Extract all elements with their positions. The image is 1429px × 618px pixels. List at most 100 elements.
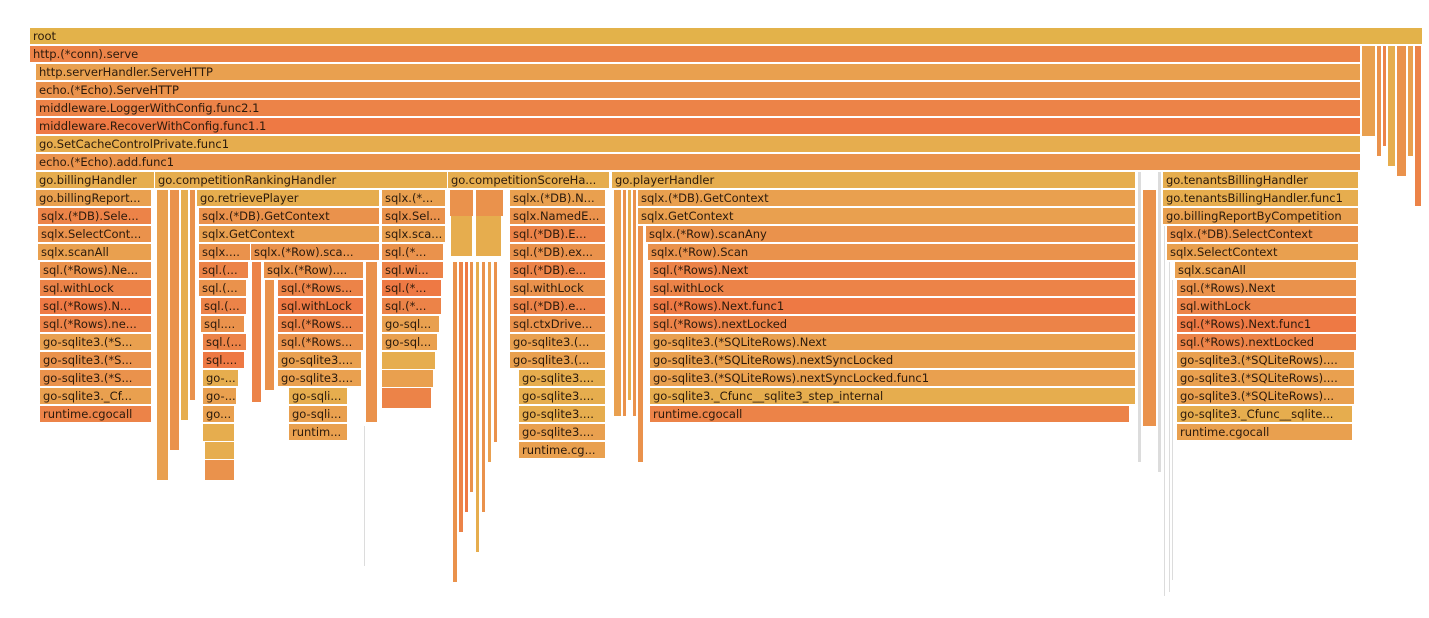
frame-player-row-scan-any[interactable]: sqlx.(*Row).scanAny [646,226,1136,243]
frame-player-sqlite-next-sync[interactable]: go-sqlite3.(*SQLiteRows).nextSyncLocked [650,352,1136,369]
frame-ranking-sql-a3[interactable]: sql.(... [199,280,247,297]
frame-ranking-rows-b2[interactable]: sql.(*Rows... [278,316,364,333]
frame-player-rows-next-func[interactable]: sql.(*Rows).Next.func1 [650,298,1136,315]
frame-ranking-sql-c6[interactable]: sql.(*... [382,280,442,297]
frame-billing-report[interactable]: go.billingReport... [36,190,152,207]
frame-tenants-sqlite-1[interactable]: go-sqlite3.(*SQLiteRows).... [1177,352,1355,369]
frame-score-db-ex[interactable]: sql.(*DB).ex... [510,244,606,261]
frame-ranking-gosql-c8[interactable]: go-sql... [382,316,440,333]
frame-ranking-sqlx-c1[interactable]: sqlx.(*... [382,190,446,207]
frame-player-sqlite-next[interactable]: go-sqlite3.(*SQLiteRows).Next [650,334,1136,351]
frame-tenants-select-context[interactable]: sqlx.SelectContext [1167,244,1359,261]
frame-score-db-e[interactable]: sql.(*DB).E... [510,226,606,243]
frame-score-ctx-driver[interactable]: sql.ctxDrive... [510,316,606,333]
frame-score-with-lock[interactable]: sql.withLock [510,280,606,297]
frame-player-with-lock[interactable]: sql.withLock [650,280,1136,297]
frame-ranking-get-context[interactable]: sqlx.GetContext [199,226,380,243]
frame-billing-select-context[interactable]: sqlx.SelectCont... [38,226,152,243]
frame-ranking-sql-a2[interactable]: sql.(... [199,262,249,279]
frame-ranking-handler[interactable]: go.competitionRankingHandler [155,172,448,189]
frame-billing-sqlite-1[interactable]: go-sqlite3.(*S... [40,334,152,351]
frame-billing-db-select[interactable]: sqlx.(*DB).Sele... [38,208,152,225]
frame-ranking-sql-a1[interactable]: sqlx.... [199,244,251,261]
frame-billing-cgocall[interactable]: runtime.cgocall [40,406,152,423]
frame-ranking-sql-c4[interactable]: sql.(*... [382,244,444,261]
frame-player-rows-next[interactable]: sql.(*Rows).Next [650,262,1136,279]
frame-score-db-n[interactable]: sqlx.(*DB).N... [510,190,606,207]
frame-root[interactable]: root [30,28,1423,45]
frame-ranking-sqli-b3[interactable]: go-sqli... [289,388,348,405]
frame-ranking-sqli-b4[interactable]: go-sqli... [289,406,348,423]
frame-ranking-sql-a4[interactable]: sql.(... [201,298,247,315]
frame-player-db-get-context[interactable]: sqlx.(*DB).GetContext [638,190,1136,207]
frame-player-rows-next-locked[interactable]: sql.(*Rows).nextLocked [650,316,1136,333]
frame-billing-scan-all[interactable]: sqlx.scanAll [38,244,152,261]
frame-billing-sqlite-3[interactable]: go-sqlite3.(*S... [40,370,152,387]
frame-tenants-db-select-context[interactable]: sqlx.(*DB).SelectContext [1167,226,1359,243]
frame-billing-handler[interactable]: go.billingHandler [36,172,155,189]
frame-score-db-e2[interactable]: sql.(*DB).e... [510,262,606,279]
frame-tenants-rows-next-locked[interactable]: sql.(*Rows).nextLocked [1177,334,1357,351]
frame-player-get-context[interactable]: sqlx.GetContext [638,208,1136,225]
frame-ranking-sqlx-c2[interactable]: sqlx.Sel... [382,208,446,225]
frame-tenants-sqlite-2[interactable]: go-sqlite3.(*SQLiteRows).... [1177,370,1355,387]
frame-ranking-gosql-c9[interactable]: go-sql... [382,334,438,351]
frame-tenants-handler-func[interactable]: go.tenantsBillingHandler.func1 [1163,190,1359,207]
frame-billing-with-lock[interactable]: sql.withLock [40,280,152,297]
frame-tenants-report-by-competition[interactable]: go.billingReportByCompetition [1163,208,1359,225]
frame-ranking-sqlite-b2[interactable]: go-sqlite3.... [278,370,362,387]
frame-logger[interactable]: middleware.LoggerWithConfig.func2.1 [36,100,1361,117]
frame-ranking-sql-a8[interactable]: go-... [203,370,239,387]
frame-ranking-sqlx-c3[interactable]: sqlx.sca... [382,226,446,243]
frame-score-named-e[interactable]: sqlx.NamedE... [510,208,606,225]
frame-score-handler[interactable]: go.competitionScoreHa... [448,172,610,189]
frame-echo-add[interactable]: echo.(*Echo).add.func1 [36,154,1361,171]
frame-ranking-sql-a10[interactable]: go... [203,406,235,423]
frame-score-sqlite-1[interactable]: go-sqlite3.(... [510,334,606,351]
frame-ranking-row-scan-any[interactable]: sqlx.(*Row).sca... [251,244,380,261]
frame-ranking-sql-c5[interactable]: sql.wi... [382,262,444,279]
frame-ranking-row-b[interactable]: sqlx.(*Row).... [264,262,364,279]
frame-ranking-rows-b3[interactable]: sql.(*Rows... [278,334,364,351]
frame-tenants-scan-all[interactable]: sqlx.scanAll [1175,262,1357,279]
frame-billing-rows-next[interactable]: sql.(*Rows).Ne... [40,262,152,279]
frame-billing-rows-next-func[interactable]: sql.(*Rows).N... [40,298,152,315]
frame-score-db-e3[interactable]: sql.(*DB).e... [510,298,606,315]
frame-cache-control[interactable]: go.SetCacheControlPrivate.func1 [36,136,1361,153]
frame-billing-cfunc[interactable]: go-sqlite3._Cf... [40,388,152,405]
frame-score-sqlite-6[interactable]: go-sqlite3.... [519,424,606,441]
frame-ranking-sql-a6[interactable]: sql.(... [203,334,247,351]
frame-ranking-sql-a7[interactable]: sql.... [203,352,245,369]
frame-ranking-db-get-context[interactable]: sqlx.(*DB).GetContext [199,208,380,225]
frame-recover[interactable]: middleware.RecoverWithConfig.func1.1 [36,118,1361,135]
frame-billing-sqlite-2[interactable]: go-sqlite3.(*S... [40,352,152,369]
frame-tenants-with-lock[interactable]: sql.withLock [1177,298,1357,315]
frame-ranking-sqlite-b1[interactable]: go-sqlite3.... [278,352,362,369]
frame-ranking-sql-c7[interactable]: sql.(*... [382,298,442,315]
frame-score-sqlite-3[interactable]: go-sqlite3.... [519,370,606,387]
frame-player-cgocall[interactable]: runtime.cgocall [650,406,1130,423]
frame-score-sqlite-2[interactable]: go-sqlite3.(... [510,352,606,369]
frame-ranking-with-lock-b[interactable]: sql.withLock [278,298,364,315]
frame-player-cfunc-step[interactable]: go-sqlite3._Cfunc__sqlite3_step_internal [650,388,1136,405]
frame-score-sqlite-5[interactable]: go-sqlite3.... [519,406,606,423]
frame-server-handler[interactable]: http.serverHandler.ServeHTTP [36,64,1361,81]
frame-ranking-sql-a9[interactable]: go-... [203,388,237,405]
frame-ranking-runtime-b[interactable]: runtim... [289,424,348,441]
frame-tenants-rows-next-func[interactable]: sql.(*Rows).Next.func1 [1177,316,1357,333]
frame-player-row-scan[interactable]: sqlx.(*Row).Scan [648,244,1136,261]
frame-ranking-sql-a5[interactable]: sql.... [201,316,245,333]
frame-score-sqlite-4[interactable]: go-sqlite3.... [519,388,606,405]
frame-tenants-cgocall[interactable]: runtime.cgocall [1177,424,1353,441]
frame-conn-serve[interactable]: http.(*conn).serve [30,46,1361,63]
frame-tenants-cfunc[interactable]: go-sqlite3._Cfunc__sqlite... [1177,406,1353,423]
frame-ranking-retrieve-player[interactable]: go.retrievePlayer [197,190,380,207]
frame-player-handler[interactable]: go.playerHandler [612,172,1136,189]
frame-ranking-rows-b1[interactable]: sql.(*Rows... [278,280,364,297]
frame-echo-serve[interactable]: echo.(*Echo).ServeHTTP [36,82,1361,99]
frame-billing-rows-next-locked[interactable]: sql.(*Rows).ne... [40,316,152,333]
frame-score-cgocall[interactable]: runtime.cg... [519,442,606,459]
frame-tenants-sqlite-3[interactable]: go-sqlite3.(*SQLiteRows)... [1177,388,1355,405]
frame-tenants-rows-next[interactable]: sql.(*Rows).Next [1177,280,1357,297]
frame-tenants-handler[interactable]: go.tenantsBillingHandler [1163,172,1359,189]
